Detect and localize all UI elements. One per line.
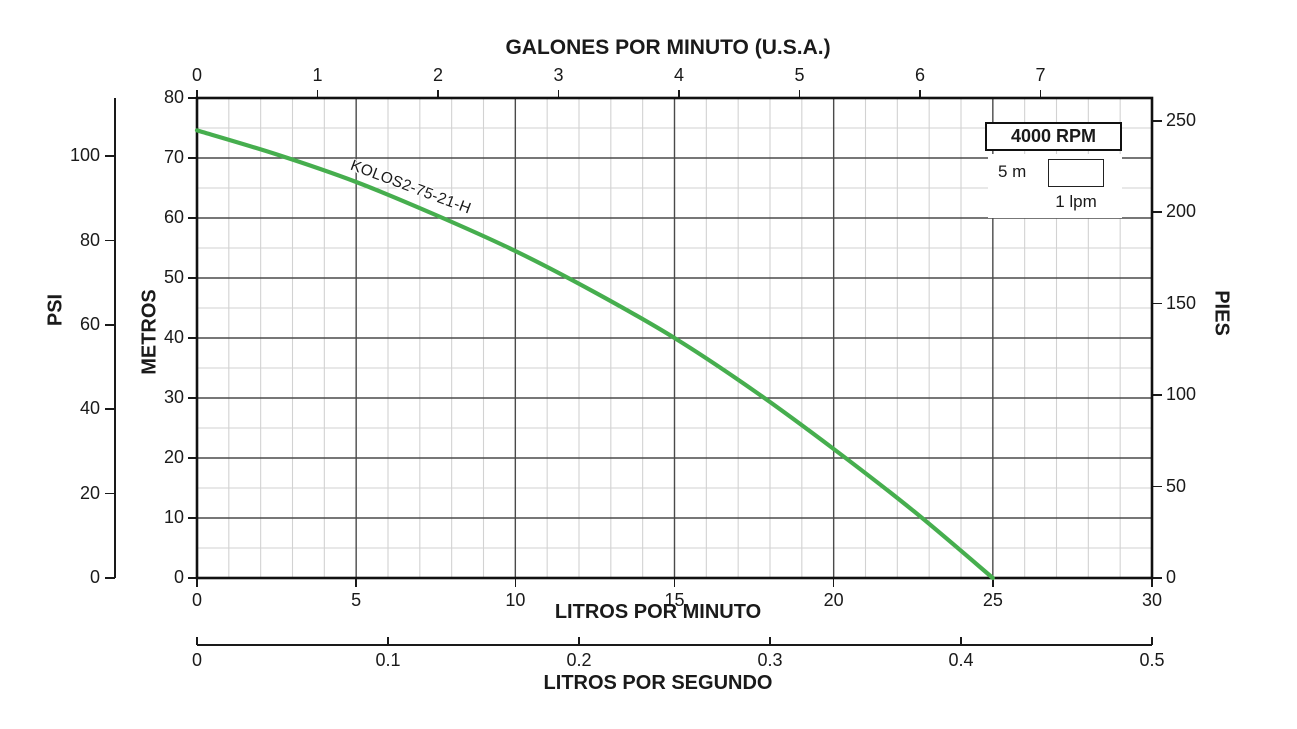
lps-tick-label: 0 <box>191 650 203 670</box>
lpm-tick <box>1151 578 1153 587</box>
pies-tick-label: 250 <box>1166 109 1197 130</box>
pies-tick <box>1152 211 1162 214</box>
pies-tick <box>1152 302 1162 305</box>
lps-tick <box>196 637 198 645</box>
lps-tick-label: 0.5 <box>1139 650 1165 670</box>
legend-scale-box <box>1048 159 1104 187</box>
pies-tick-label: 0 <box>1166 567 1177 587</box>
lpm-tick-label: 25 <box>982 590 1003 610</box>
metros-tick <box>187 457 197 459</box>
metros-tick <box>187 157 197 159</box>
metros-tick <box>187 517 197 519</box>
psi-tick <box>104 577 115 579</box>
metros-tick-label: 10 <box>163 507 184 527</box>
metros-tick-label: 40 <box>163 327 184 347</box>
gpm-tick <box>316 90 319 98</box>
metros-tick <box>187 397 197 399</box>
legend-rpm-box: 4000 RPM <box>985 122 1122 151</box>
gpm-tick <box>919 90 921 98</box>
psi-tick-label: 80 <box>79 229 100 250</box>
gpm-tick-label: 7 <box>1035 65 1046 85</box>
lpm-tick <box>355 578 357 587</box>
lpm-tick <box>673 578 676 587</box>
lps-tick-label: 0.3 <box>757 650 783 670</box>
gpm-tick-label: 3 <box>553 65 564 85</box>
metros-tick-label: 0 <box>173 567 184 587</box>
pies-tick-label: 150 <box>1166 292 1197 313</box>
lpm-tick-label: 30 <box>1141 590 1163 610</box>
gpm-axis-title: GALONES POR MINUTO (U.S.A.) <box>505 36 831 59</box>
lps-tick-label: 0.4 <box>948 650 974 670</box>
metros-tick-label: 20 <box>163 447 184 467</box>
gpm-tick-label: 5 <box>794 65 805 85</box>
psi-tick <box>104 408 115 411</box>
lps-axis-line <box>197 644 1152 646</box>
gpm-tick-label: 1 <box>312 65 323 85</box>
chart-canvas <box>194 96 1154 581</box>
pies-tick <box>1152 120 1162 122</box>
gpm-tick <box>196 90 198 98</box>
psi-tick-label: 60 <box>79 313 100 334</box>
psi-axis-line <box>114 98 116 578</box>
metros-tick-label: 70 <box>163 147 184 167</box>
psi-tick-label: 40 <box>79 398 100 419</box>
plot-area <box>194 96 1154 581</box>
gpm-tick <box>678 90 680 98</box>
gpm-tick <box>437 90 439 98</box>
metros-tick-label: 30 <box>163 387 184 407</box>
lpm-axis-title: LITROS POR MINUTO <box>554 601 762 623</box>
gpm-tick-label: 0 <box>191 65 203 85</box>
metros-tick-label: 60 <box>163 207 184 227</box>
metros-tick <box>187 337 197 339</box>
pies-tick-label: 200 <box>1166 201 1197 222</box>
legend-scale-width-label: 1 lpm <box>1055 192 1097 211</box>
pies-tick-label: 100 <box>1166 384 1197 405</box>
metros-tick <box>187 277 197 279</box>
gpm-tick-label: 6 <box>914 65 926 85</box>
metros-tick <box>187 97 197 99</box>
pies-axis-title: PIES <box>1210 290 1233 336</box>
legend-grid-scale: 5 m 1 lpm <box>988 154 1122 218</box>
psi-tick <box>104 324 115 326</box>
lpm-tick-label: 10 <box>505 590 526 610</box>
metros-tick-label: 50 <box>163 267 184 287</box>
lpm-tick-label: 20 <box>823 590 844 610</box>
lps-tick-label: 0.1 <box>375 650 401 670</box>
lpm-tick <box>514 578 517 587</box>
lps-axis-title: LITROS POR SEGUNDO <box>543 672 773 694</box>
lps-tick <box>387 637 389 645</box>
psi-tick-label: 0 <box>89 567 100 587</box>
pies-tick <box>1152 485 1162 488</box>
lpm-tick-label: 0 <box>191 590 203 610</box>
pies-tick <box>1152 394 1162 396</box>
gpm-tick <box>798 90 801 98</box>
gpm-tick <box>557 90 560 98</box>
lps-tick <box>578 637 580 645</box>
lps-tick <box>769 637 771 645</box>
metros-tick <box>187 577 197 579</box>
pies-tick <box>1152 577 1162 579</box>
pies-tick-label: 50 <box>1166 475 1187 496</box>
psi-tick <box>104 155 115 157</box>
gpm-tick <box>1039 90 1042 98</box>
lpm-tick <box>832 578 835 587</box>
psi-tick-label: 20 <box>79 482 100 503</box>
gpm-tick-label: 2 <box>432 65 444 85</box>
gpm-tick-label: 4 <box>673 65 685 85</box>
psi-tick <box>104 492 115 495</box>
legend-scale-height-label: 5 m <box>998 162 1027 181</box>
metros-tick-label: 80 <box>163 87 184 107</box>
lpm-tick <box>196 578 198 587</box>
lpm-tick <box>992 578 994 587</box>
pump-curve <box>194 128 995 581</box>
lps-tick <box>960 637 962 645</box>
psi-tick <box>104 239 115 242</box>
psi-tick-label: 100 <box>69 145 100 166</box>
lps-tick-label: 0.2 <box>566 650 592 670</box>
metros-tick <box>187 217 197 219</box>
lpm-tick-label: 15 <box>664 590 685 610</box>
lpm-tick-label: 5 <box>351 590 362 610</box>
lps-tick <box>1151 637 1153 645</box>
